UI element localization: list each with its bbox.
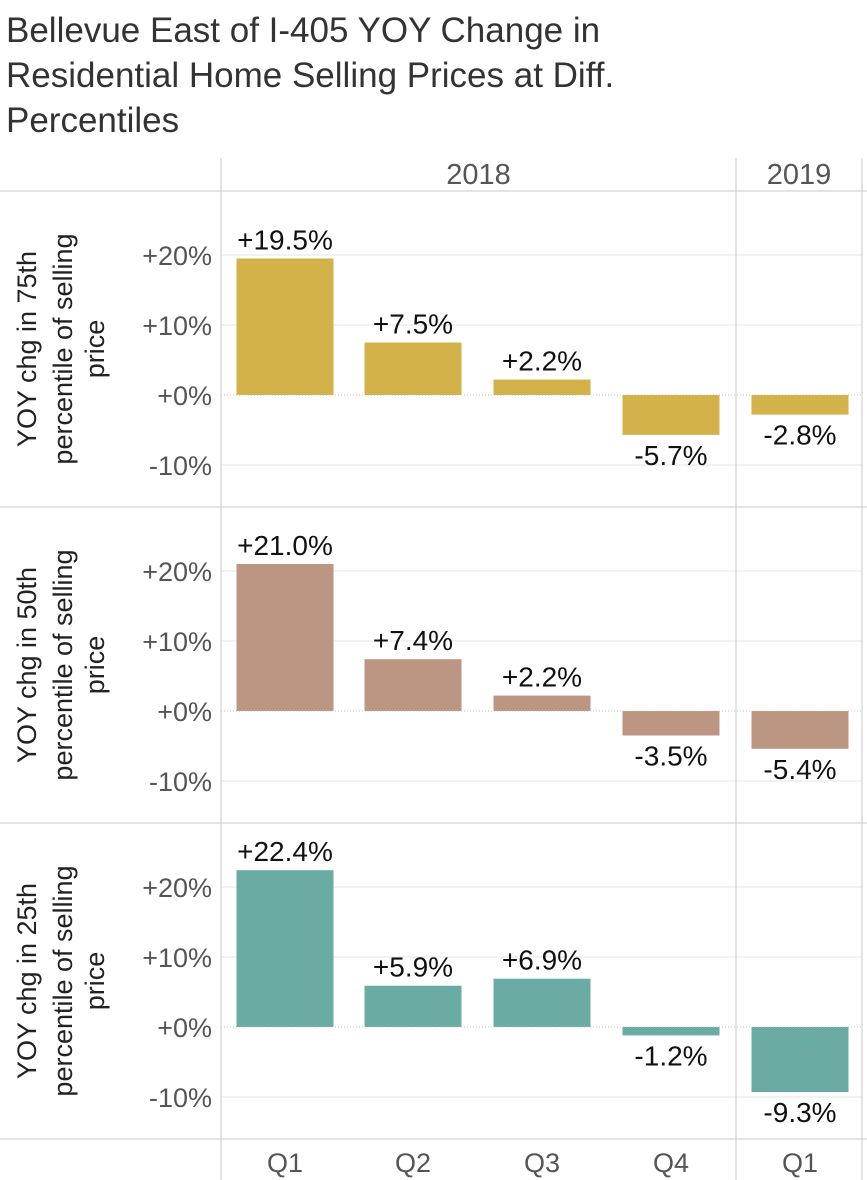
chart-title-line-1: Bellevue East of I-405 YOY Change in xyxy=(6,11,601,50)
data-label: -5.4% xyxy=(763,754,836,785)
bar xyxy=(364,342,462,395)
data-label: -9.3% xyxy=(763,1097,836,1128)
panel-axis-title: percentile of selling xyxy=(48,865,78,1096)
bar xyxy=(751,395,849,415)
y-tick-label: -10% xyxy=(149,767,212,797)
y-tick-label: +0% xyxy=(157,1013,212,1043)
data-label: -1.2% xyxy=(634,1040,707,1071)
y-tick-label: +20% xyxy=(142,241,212,271)
y-tick-label: -10% xyxy=(149,451,212,481)
bar xyxy=(622,1027,720,1036)
bar xyxy=(493,695,591,711)
chart-title: Bellevue East of I-405 YOY Change in Res… xyxy=(6,8,856,143)
bar xyxy=(751,1027,849,1093)
bar xyxy=(236,564,334,711)
y-tick-label: +10% xyxy=(142,943,212,973)
data-label: +6.9% xyxy=(502,945,582,976)
panel-axis-title: percentile of selling xyxy=(48,549,78,780)
data-label: +19.5% xyxy=(237,225,333,256)
data-label: -2.8% xyxy=(763,420,836,451)
bar xyxy=(236,258,334,395)
panel-axis-title: YOY chg in 75th xyxy=(12,251,42,447)
quarter-label: Q1 xyxy=(267,1148,303,1178)
quarter-label: Q1 xyxy=(782,1148,818,1178)
data-label: +21.0% xyxy=(237,530,333,561)
quarter-label: Q2 xyxy=(395,1148,431,1178)
bar xyxy=(364,659,462,711)
y-tick-label: +10% xyxy=(142,311,212,341)
panel-axis-title: price xyxy=(80,320,110,379)
bar xyxy=(622,395,720,435)
panel-axis-title: YOY chg in 25th xyxy=(12,883,42,1079)
bar xyxy=(751,711,849,749)
data-label: +2.2% xyxy=(502,662,582,693)
data-label: +22.4% xyxy=(237,836,333,867)
bar xyxy=(622,711,720,736)
y-tick-label: +20% xyxy=(142,557,212,587)
y-tick-label: +0% xyxy=(157,381,212,411)
panel-axis-title: YOY chg in 50th xyxy=(12,567,42,763)
chart-title-line-3: Percentiles xyxy=(6,101,180,140)
y-tick-label: +10% xyxy=(142,627,212,657)
bar xyxy=(493,978,591,1027)
quarter-label: Q3 xyxy=(524,1148,560,1178)
bar xyxy=(236,870,334,1027)
data-label: +5.9% xyxy=(373,952,453,983)
data-label: +2.2% xyxy=(502,346,582,377)
panel-axis-title: percentile of selling xyxy=(48,233,78,464)
y-tick-label: +20% xyxy=(142,873,212,903)
year-header: 2019 xyxy=(767,159,832,191)
panel-axis-title: price xyxy=(80,636,110,695)
year-header: 2018 xyxy=(446,159,511,191)
chart-title-line-2: Residential Home Selling Prices at Diff. xyxy=(6,56,615,95)
data-label: -3.5% xyxy=(634,741,707,772)
bar xyxy=(493,379,591,395)
data-label: +7.5% xyxy=(373,309,453,340)
y-tick-label: -10% xyxy=(149,1083,212,1113)
y-tick-label: +0% xyxy=(157,697,212,727)
data-label: +7.4% xyxy=(373,625,453,656)
panel-axis-title: price xyxy=(80,952,110,1011)
bar xyxy=(364,985,462,1027)
quarter-label: Q4 xyxy=(653,1148,689,1178)
data-label: -5.7% xyxy=(634,440,707,471)
